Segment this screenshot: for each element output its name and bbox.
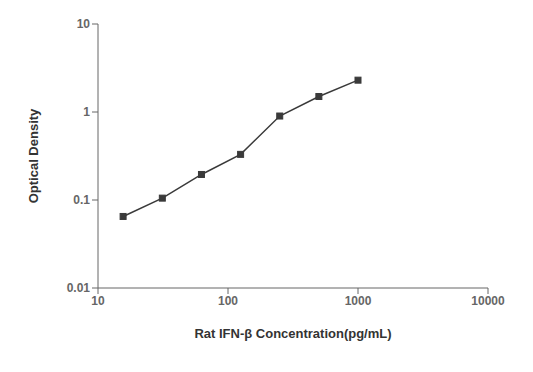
svg-text:Rat IFN-β Concentration(pg/mL): Rat IFN-β Concentration(pg/mL) (194, 326, 391, 341)
svg-text:0.1: 0.1 (73, 193, 90, 207)
svg-text:0.01: 0.01 (67, 281, 91, 295)
svg-text:100: 100 (218, 294, 238, 308)
svg-text:10000: 10000 (471, 294, 505, 308)
svg-text:1: 1 (83, 105, 90, 119)
svg-text:Optical Density: Optical Density (26, 108, 41, 203)
svg-text:10: 10 (91, 294, 105, 308)
svg-text:10: 10 (77, 17, 91, 31)
svg-text:1000: 1000 (345, 294, 372, 308)
